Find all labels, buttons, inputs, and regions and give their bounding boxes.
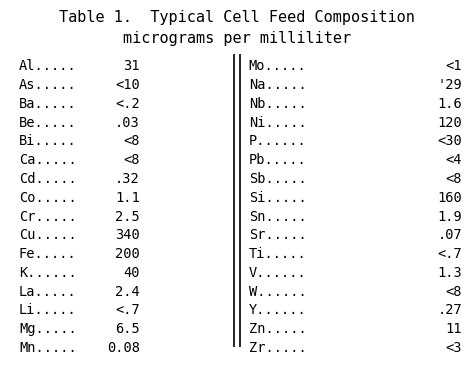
Text: Cd.....: Cd.....: [19, 172, 77, 186]
Text: Si.....: Si.....: [249, 191, 307, 205]
Text: 1.3: 1.3: [438, 266, 462, 280]
Text: <10: <10: [115, 78, 140, 92]
Text: <30: <30: [438, 134, 462, 149]
Text: '29: '29: [438, 78, 462, 92]
Text: Zn.....: Zn.....: [249, 322, 307, 336]
Text: micrograms per milliliter: micrograms per milliliter: [123, 31, 351, 46]
Text: 1.1: 1.1: [115, 191, 140, 205]
Text: Al.....: Al.....: [19, 59, 77, 74]
Text: P......: P......: [249, 134, 307, 149]
Text: <8: <8: [446, 172, 462, 186]
Text: <4: <4: [446, 153, 462, 167]
Text: Pb.....: Pb.....: [249, 153, 307, 167]
Text: 6.5: 6.5: [115, 322, 140, 336]
Text: Be.....: Be.....: [19, 116, 77, 130]
Text: Mo.....: Mo.....: [249, 59, 307, 74]
Text: <8: <8: [123, 153, 140, 167]
Text: 340: 340: [115, 228, 140, 242]
Text: <1: <1: [446, 59, 462, 74]
Text: Ti.....: Ti.....: [249, 247, 307, 261]
Text: 40: 40: [123, 266, 140, 280]
Text: W......: W......: [249, 285, 307, 299]
Text: Ni.....: Ni.....: [249, 116, 307, 130]
Text: La.....: La.....: [19, 285, 77, 299]
Text: Nb.....: Nb.....: [249, 97, 307, 111]
Text: Sr.....: Sr.....: [249, 228, 307, 242]
Text: V......: V......: [249, 266, 307, 280]
Text: Table 1.  Typical Cell Feed Composition: Table 1. Typical Cell Feed Composition: [59, 10, 415, 25]
Text: Ba.....: Ba.....: [19, 97, 77, 111]
Text: <8: <8: [123, 134, 140, 149]
Text: .32: .32: [115, 172, 140, 186]
Text: Y......: Y......: [249, 303, 307, 318]
Text: Li.....: Li.....: [19, 303, 77, 318]
Text: 160: 160: [438, 191, 462, 205]
Text: Bi.....: Bi.....: [19, 134, 77, 149]
Text: .03: .03: [115, 116, 140, 130]
Text: Mn.....: Mn.....: [19, 341, 77, 355]
Text: 1.9: 1.9: [438, 210, 462, 224]
Text: 2.4: 2.4: [115, 285, 140, 299]
Text: <.2: <.2: [115, 97, 140, 111]
Text: <3: <3: [446, 341, 462, 355]
Text: Ca.....: Ca.....: [19, 153, 77, 167]
Text: <.7: <.7: [115, 303, 140, 318]
Text: 2.5: 2.5: [115, 210, 140, 224]
Text: Na.....: Na.....: [249, 78, 307, 92]
Text: Co.....: Co.....: [19, 191, 77, 205]
Text: <.7: <.7: [438, 247, 462, 261]
Text: Cu.....: Cu.....: [19, 228, 77, 242]
Text: Sb.....: Sb.....: [249, 172, 307, 186]
Text: Mg.....: Mg.....: [19, 322, 77, 336]
Text: Fe.....: Fe.....: [19, 247, 77, 261]
Text: 11: 11: [446, 322, 462, 336]
Text: 31: 31: [123, 59, 140, 74]
Text: <8: <8: [446, 285, 462, 299]
Text: As.....: As.....: [19, 78, 77, 92]
Text: .27: .27: [438, 303, 462, 318]
Text: 1.6: 1.6: [438, 97, 462, 111]
Text: 0.08: 0.08: [107, 341, 140, 355]
Text: Sn.....: Sn.....: [249, 210, 307, 224]
Text: .07: .07: [438, 228, 462, 242]
Text: Zr.....: Zr.....: [249, 341, 307, 355]
Text: K......: K......: [19, 266, 77, 280]
Text: Cr.....: Cr.....: [19, 210, 77, 224]
Text: 120: 120: [438, 116, 462, 130]
Text: 200: 200: [115, 247, 140, 261]
